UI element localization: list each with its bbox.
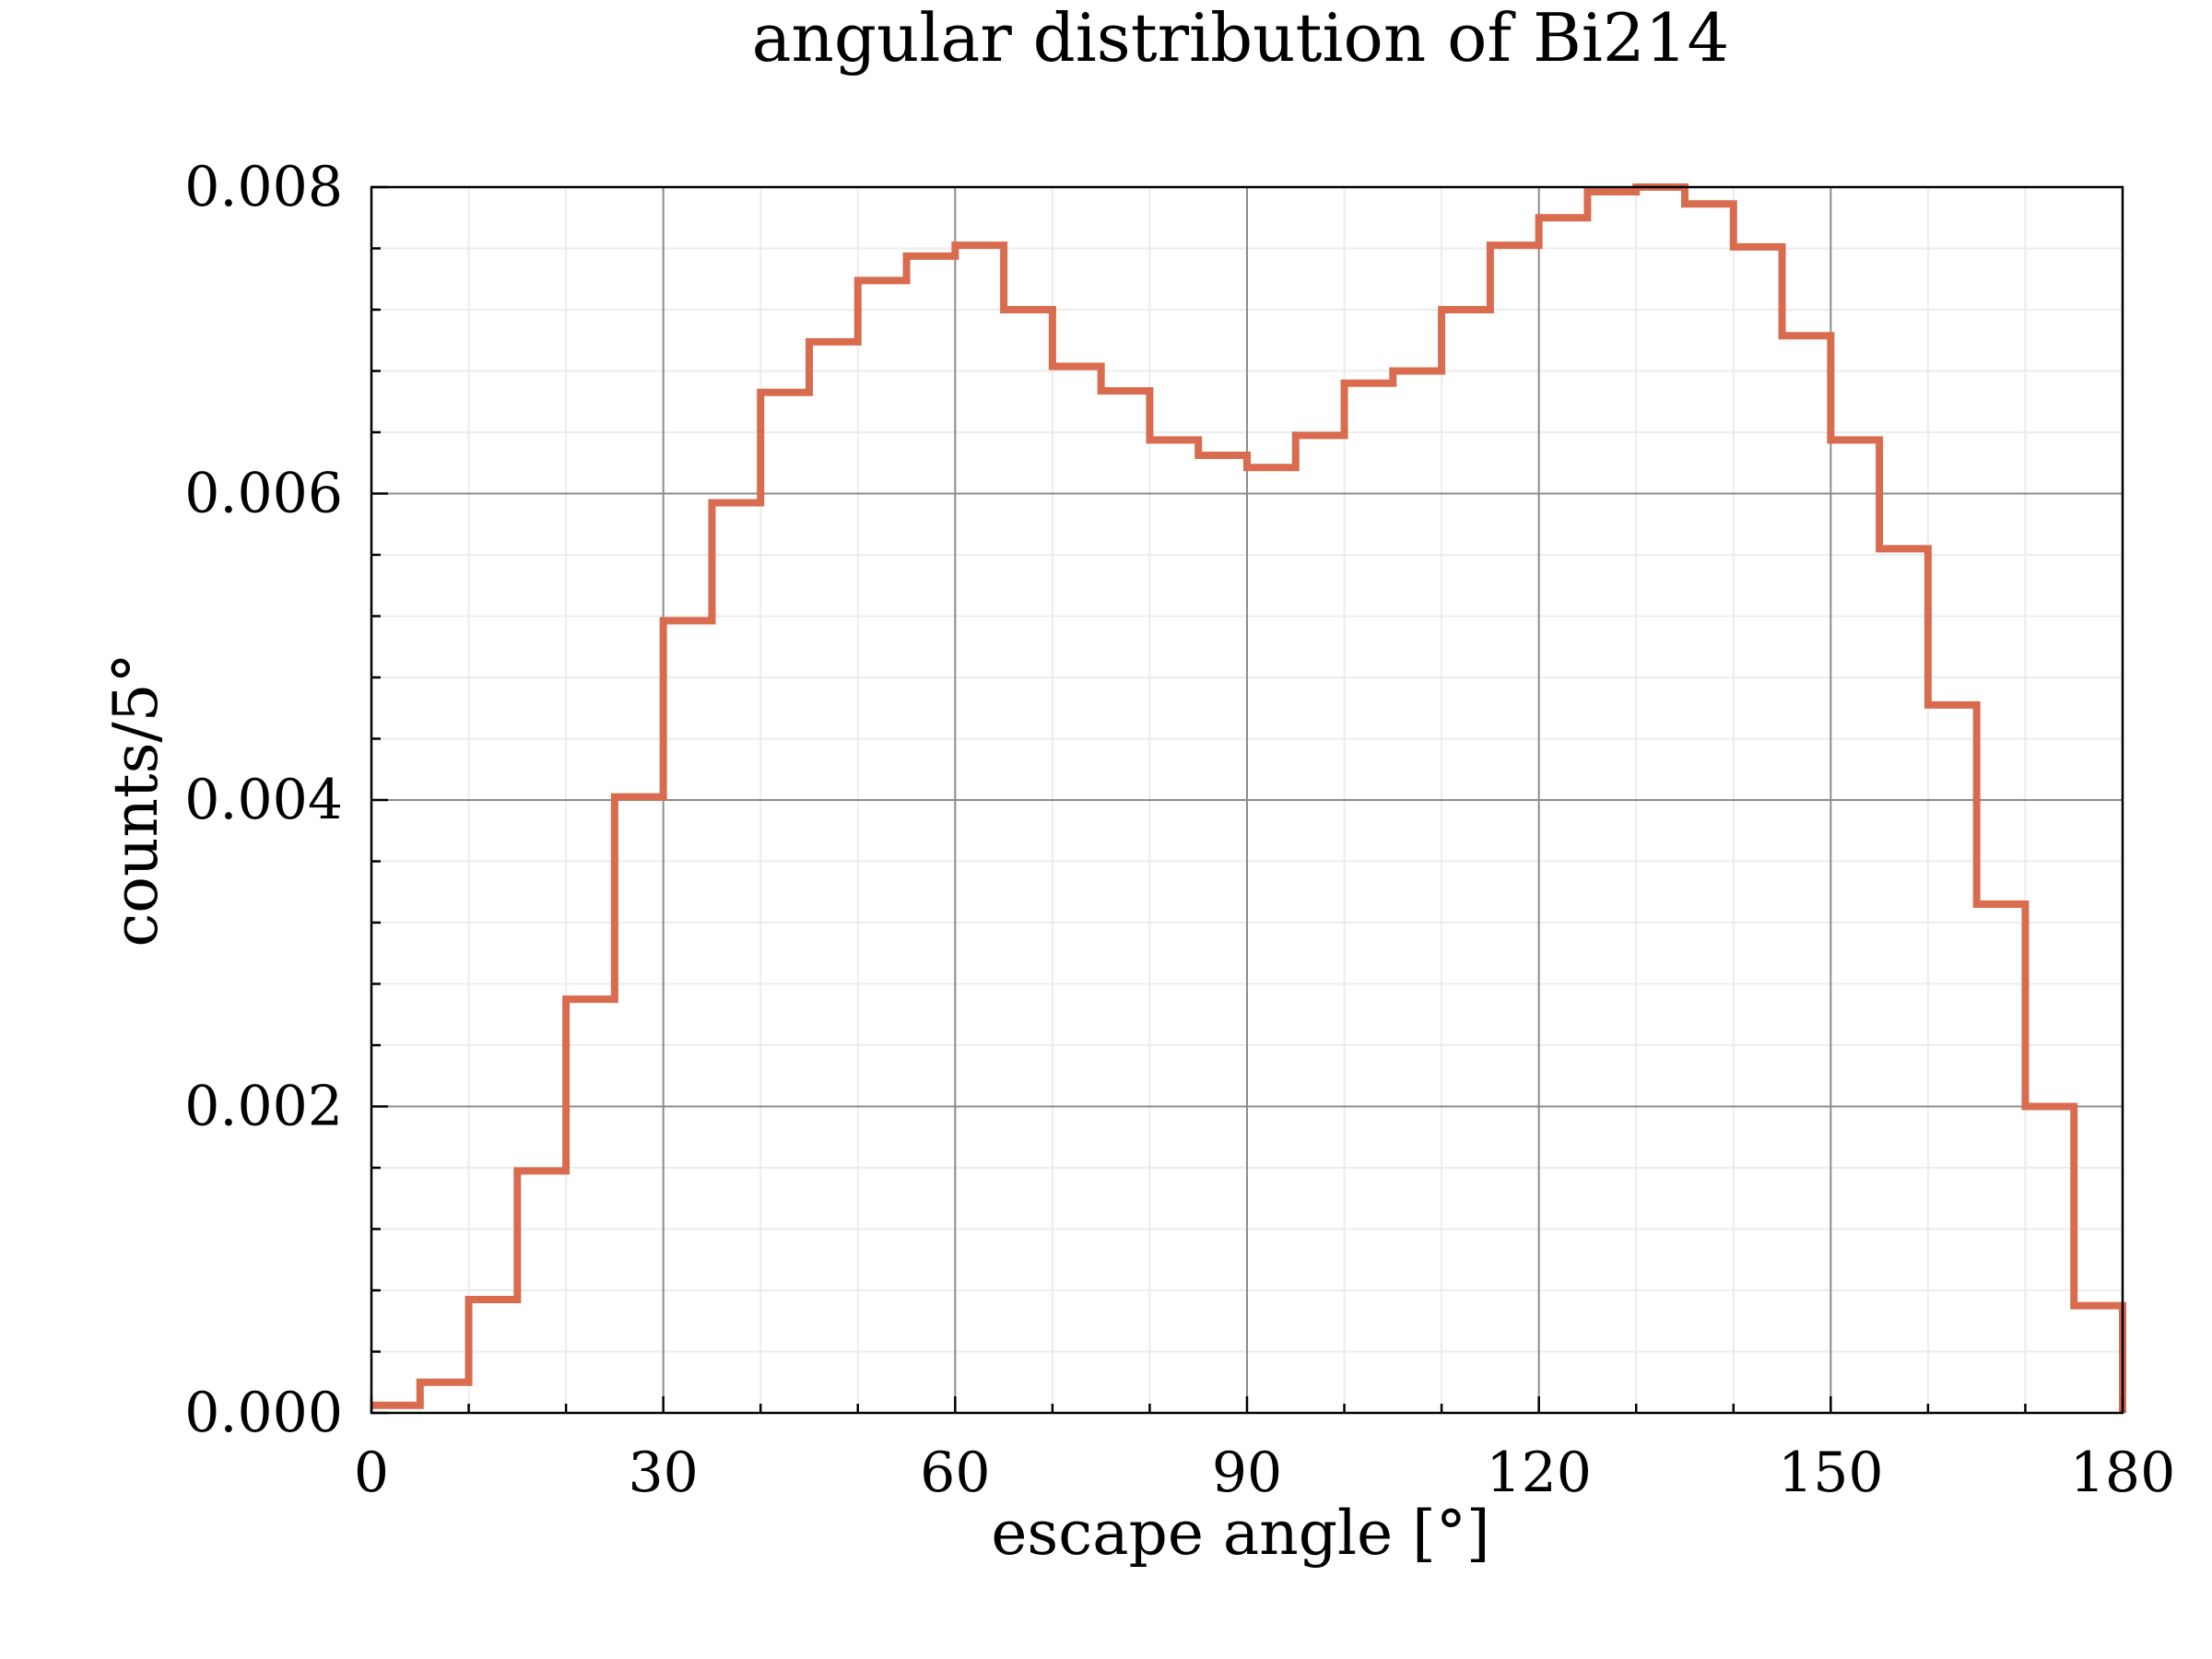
x-tick-labels: 0 30 60 90 120 150 180 xyxy=(354,1441,2175,1505)
chart-title: angular distribution of Bi214 xyxy=(752,0,1730,76)
x-tick-label: 120 xyxy=(1486,1441,1592,1505)
x-tick-label: 150 xyxy=(1778,1441,1884,1505)
x-tick-label: 30 xyxy=(628,1441,698,1505)
x-tick-label: 60 xyxy=(920,1441,990,1505)
y-axis-label: counts/5° xyxy=(100,653,171,947)
y-tick-labels: 0.000 0.002 0.004 0.006 0.008 xyxy=(184,155,343,1445)
y-tick-label: 0.004 xyxy=(184,768,343,832)
y-tick-label: 0.000 xyxy=(184,1381,343,1445)
y-tick-label: 0.006 xyxy=(184,462,343,526)
y-tick-label: 0.002 xyxy=(184,1075,343,1139)
x-tick-label: 0 xyxy=(354,1441,389,1505)
axis-ticks xyxy=(370,185,2124,1415)
x-axis-label: escape angle [°] xyxy=(991,1498,1489,1569)
x-tick-label: 180 xyxy=(2070,1441,2176,1505)
y-tick-label: 0.008 xyxy=(184,155,343,219)
histogram-series-line xyxy=(371,183,2126,1413)
x-tick-label: 90 xyxy=(1212,1441,1282,1505)
